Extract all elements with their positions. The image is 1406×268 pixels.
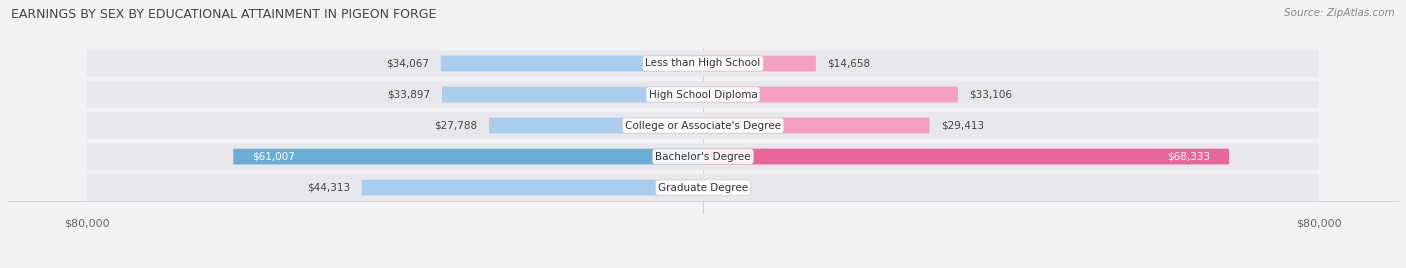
FancyBboxPatch shape [361,180,703,195]
Text: EARNINGS BY SEX BY EDUCATIONAL ATTAINMENT IN PIGEON FORGE: EARNINGS BY SEX BY EDUCATIONAL ATTAINMEN… [11,8,437,21]
FancyBboxPatch shape [703,149,1229,165]
Text: $44,313: $44,313 [307,183,350,193]
FancyBboxPatch shape [489,118,703,133]
Text: $34,067: $34,067 [387,58,429,69]
Text: $0: $0 [714,183,728,193]
Text: $14,658: $14,658 [827,58,870,69]
Text: $33,897: $33,897 [388,90,430,99]
Text: $33,106: $33,106 [969,90,1012,99]
FancyBboxPatch shape [703,118,929,133]
FancyBboxPatch shape [87,112,1319,139]
FancyBboxPatch shape [87,143,1319,170]
FancyBboxPatch shape [703,87,957,102]
FancyBboxPatch shape [441,87,703,102]
FancyBboxPatch shape [703,55,815,71]
Text: High School Diploma: High School Diploma [648,90,758,99]
Text: Source: ZipAtlas.com: Source: ZipAtlas.com [1284,8,1395,18]
Text: Graduate Degree: Graduate Degree [658,183,748,193]
Text: $61,007: $61,007 [253,152,295,162]
Text: $68,333: $68,333 [1167,152,1209,162]
Text: College or Associate's Degree: College or Associate's Degree [626,121,780,131]
FancyBboxPatch shape [440,55,703,71]
FancyBboxPatch shape [87,174,1319,201]
Text: $29,413: $29,413 [941,121,984,131]
Text: $27,788: $27,788 [434,121,478,131]
FancyBboxPatch shape [87,50,1319,77]
Text: Bachelor's Degree: Bachelor's Degree [655,152,751,162]
FancyBboxPatch shape [87,81,1319,108]
FancyBboxPatch shape [233,149,703,165]
Text: Less than High School: Less than High School [645,58,761,69]
